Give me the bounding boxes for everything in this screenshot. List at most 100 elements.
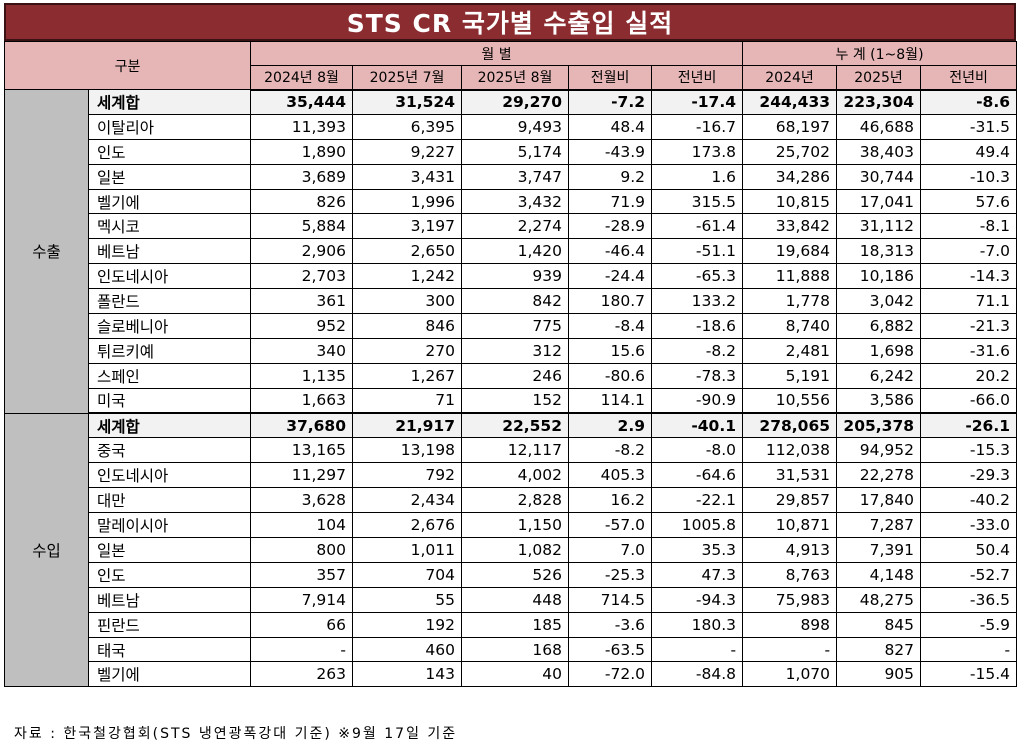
value-cell: -66.0 [920, 387, 1018, 415]
value-cell: 1,242 [352, 263, 463, 290]
export-row: 튀르키예 340 270 312 15.6 -8.2 2,481 1,698 -31.6 [5, 337, 1018, 364]
value-cell: -15.3 [920, 437, 1018, 464]
export-row: 벨기에 826 1,996 3,432 71.9 315.5 10,815 17,041 57.… [5, 188, 1018, 215]
import-row: 중국 13,165 13,198 12,117 -8.2 -8.0 112,038 94,95… [5, 437, 1018, 464]
export-row: 슬로베니아 952 846 775 -8.4 -18.6 8,740 6,882 -21.3 [5, 313, 1018, 339]
value-cell: 10,186 [836, 263, 922, 290]
value-cell: 340 [250, 337, 354, 364]
value-cell: 33,842 [742, 213, 838, 240]
value-cell: -52.7 [920, 561, 1018, 588]
value-cell: -31.5 [920, 113, 1018, 140]
country-name: 이탈리아 [87, 113, 252, 140]
value-cell: 49.4 [920, 138, 1018, 165]
value-cell: 1,150 [461, 512, 570, 539]
value-cell: 845 [836, 611, 922, 638]
source-footnote: 자료 : 한국철강협회(STS 냉연광폭강대 기준) ※9월 17일 기준 [14, 726, 458, 742]
value-cell: 775 [461, 313, 570, 339]
value-cell: 71.9 [568, 188, 653, 215]
page-title: STS CR 국가별 수출입 실적 [4, 3, 1016, 41]
value-cell: 143 [352, 661, 463, 688]
value-cell: 34,286 [742, 163, 838, 190]
value-cell: 3,689 [250, 163, 354, 190]
export-row: 이탈리아 11,393 6,395 9,493 48.4 -16.7 68,197 46,68… [5, 113, 1018, 140]
value-cell: 66 [250, 611, 354, 638]
header-col: 2025년 8월 [461, 65, 570, 91]
value-cell: -25.3 [568, 561, 653, 588]
value-cell: 173.8 [651, 138, 744, 165]
value-cell: 46,688 [836, 113, 922, 140]
country-name: 핀란드 [87, 611, 252, 638]
value-cell: 94,952 [836, 437, 922, 464]
value-cell: 952 [250, 313, 354, 339]
value-cell: 8,740 [742, 313, 838, 339]
value-cell: 11,888 [742, 263, 838, 290]
value-cell: 300 [352, 288, 463, 315]
export-row: 멕시코 5,884 3,197 2,274 -28.9 -61.4 33,842 31,112… [5, 213, 1018, 240]
value-cell: 18,313 [836, 238, 922, 265]
report-container: STS CR 국가별 수출입 실적 구분 월 별 누 계 (1~8월) 2024… [3, 3, 1018, 742]
import-group-label: 수입 [4, 412, 89, 688]
value-cell: 17,840 [836, 487, 922, 514]
value-cell: 2,703 [250, 263, 354, 290]
value-cell: 13,165 [250, 437, 354, 464]
value-cell: -17.4 [651, 89, 744, 115]
value-cell: 12,117 [461, 437, 570, 464]
value-cell: -29.3 [920, 462, 1018, 489]
header-cumulative: 누 계 (1~8월) [742, 41, 1018, 66]
value-cell: - [250, 636, 354, 663]
value-cell: 714.5 [568, 586, 653, 613]
value-cell: 71.1 [920, 288, 1018, 315]
value-cell: 7,391 [836, 537, 922, 563]
country-name: 말레이시아 [87, 512, 252, 539]
value-cell: 246 [461, 362, 570, 389]
import-row: 말레이시아 104 2,676 1,150 -57.0 1005.8 10,871 7,287… [5, 512, 1018, 539]
header-row-2: 2024년 8월 2025년 7월 2025년 8월 전월비 전년비 2024년… [5, 65, 1018, 91]
value-cell: -57.0 [568, 512, 653, 539]
value-cell: - [651, 636, 744, 663]
value-cell: 5,884 [250, 213, 354, 240]
value-cell: 3,628 [250, 487, 354, 514]
export-group-label: 수출 [4, 89, 89, 414]
value-cell: -22.1 [651, 487, 744, 514]
value-cell: 31,112 [836, 213, 922, 240]
value-cell: -40.1 [651, 412, 744, 439]
value-cell: -8.4 [568, 313, 653, 339]
value-cell: 21,917 [352, 412, 463, 439]
value-cell: -16.7 [651, 113, 744, 140]
value-cell: 185 [461, 611, 570, 638]
export-row: 폴란드 361 300 842 180.7 133.2 1,778 3,042 71.1 [5, 288, 1018, 315]
value-cell: 4,002 [461, 462, 570, 489]
country-name: 대만 [87, 487, 252, 514]
value-cell: 22,278 [836, 462, 922, 489]
value-cell: 315.5 [651, 188, 744, 215]
value-cell: 263 [250, 661, 354, 688]
value-cell: 11,393 [250, 113, 354, 140]
value-cell: 270 [352, 337, 463, 364]
value-cell: -18.6 [651, 313, 744, 339]
value-cell: 17,041 [836, 188, 922, 215]
value-cell: 13,198 [352, 437, 463, 464]
value-cell: 10,556 [742, 387, 838, 415]
value-cell: 6,395 [352, 113, 463, 140]
value-cell: 20.2 [920, 362, 1018, 389]
header-col: 전월비 [568, 65, 653, 91]
value-cell: 2,650 [352, 238, 463, 265]
country-name: 베트남 [87, 586, 252, 613]
value-cell: 48.4 [568, 113, 653, 140]
value-cell: 2,434 [352, 487, 463, 514]
value-cell: 2,676 [352, 512, 463, 539]
value-cell: 7,914 [250, 586, 354, 613]
value-cell: 75,983 [742, 586, 838, 613]
country-name: 인도네시아 [87, 462, 252, 489]
value-cell: 2,828 [461, 487, 570, 514]
export-row: 수출 세계합 35,444 31,524 29,270 -7.2 -17.4 244,433 2… [4, 89, 1018, 414]
value-cell: 30,744 [836, 163, 922, 190]
export-row: 인도네시아 2,703 1,242 939 -24.4 -65.3 11,888 10,186… [5, 263, 1018, 290]
value-cell: 526 [461, 561, 570, 588]
value-cell: 1,082 [461, 537, 570, 563]
value-cell: 133.2 [651, 288, 744, 315]
value-cell: 11,297 [250, 462, 354, 489]
value-cell: 826 [250, 188, 354, 215]
value-cell: -8.6 [920, 89, 1018, 115]
value-cell: 6,882 [836, 313, 922, 339]
